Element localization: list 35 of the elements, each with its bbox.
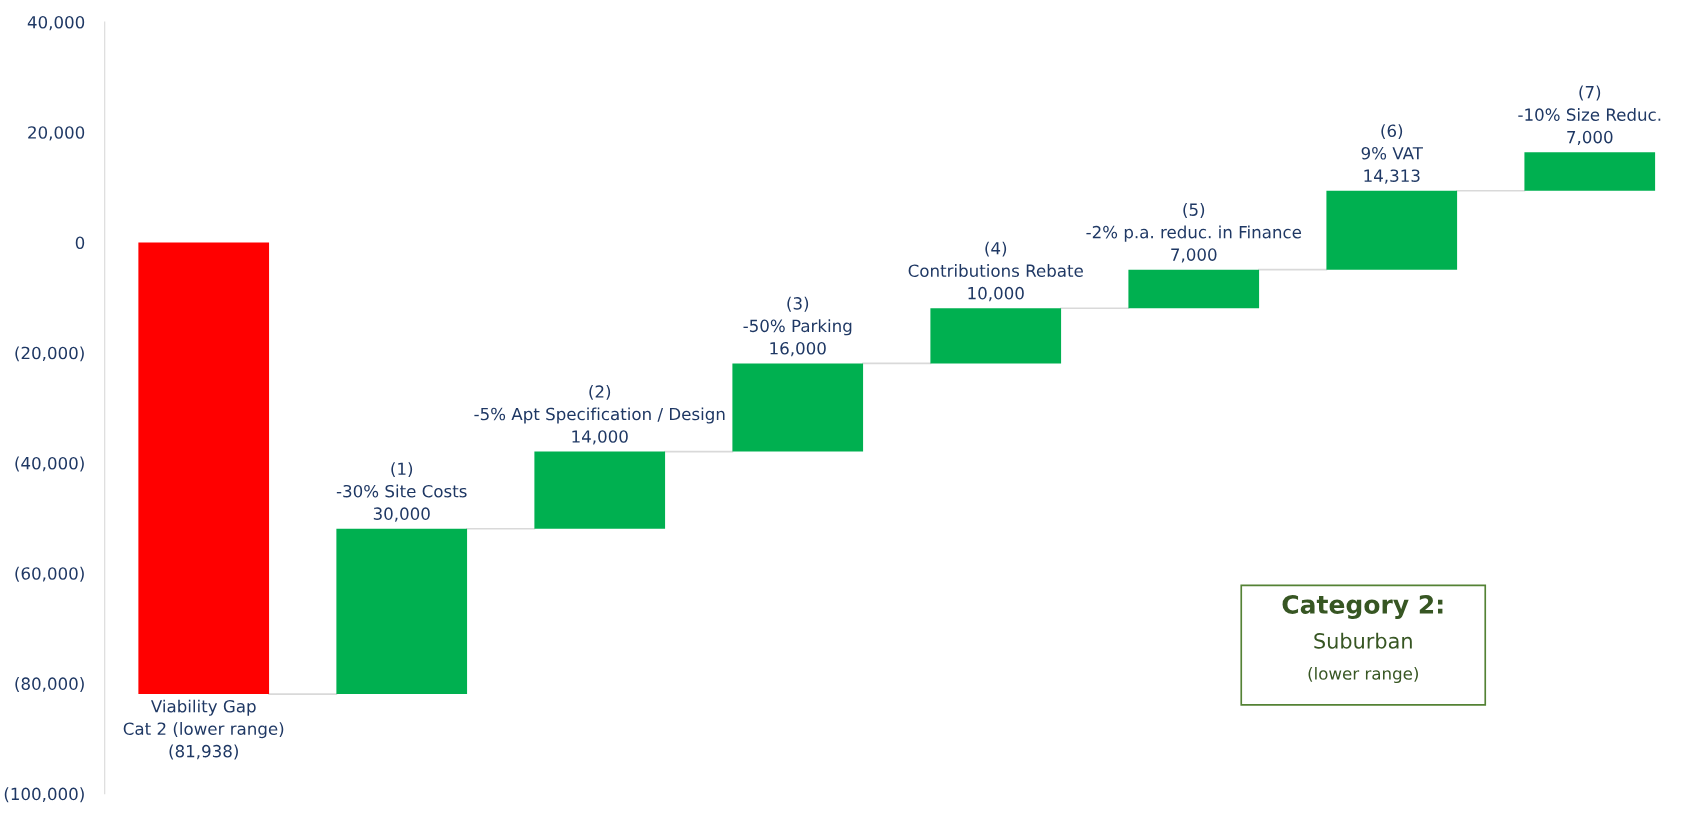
x-tick-label: (1) -30% Site Costs [336,462,467,498]
bar [1128,269,1260,309]
x-tick-label: Viability Gap Cat 2 (lower range) [123,699,284,739]
y-tick-label: 20,000 [28,126,85,141]
bar [1524,152,1656,191]
y-tick-label: (80,000) [15,677,84,692]
data-label: 14,313 [1364,169,1420,184]
annotation: Category 2: [1282,594,1443,619]
data-label: 10,000 [968,286,1024,302]
x-tick-label: (2) -5% Apt Specification / Design [474,384,725,424]
data-label: 7,000 [1171,248,1217,263]
y-tick-label: 40,000 [27,15,85,31]
y-tick-label: (40,000) [15,456,84,472]
y-tick-label: 0 [75,236,85,250]
data-label: 14,000 [572,430,628,445]
annotation: Suburban [1314,632,1412,649]
bar [336,528,468,695]
data-label: 16,000 [770,341,826,357]
x-tick-label: (6) 9% VAT [1361,124,1423,160]
bar [1326,190,1458,270]
bar [138,242,270,695]
data-label: 7,000 [1567,130,1613,146]
annotation: (lower range) [1308,666,1418,684]
y-tick-label: (100,000) [4,787,84,803]
data-label: (81,938) [169,744,238,760]
data-label: 30,000 [373,507,430,522]
bar [930,308,1062,364]
y-tick-label: (60,000) [15,566,84,582]
x-tick-label: (4) Contributions Rebate [908,241,1083,278]
y-tick-label: (20,000) [15,346,84,362]
x-tick-label: (5) -2% p.a. reduc. in Finance [1086,203,1302,242]
x-tick-label: (3) -50% Parking [743,296,852,336]
bar [732,363,864,452]
x-tick-label: (7) -10% Size Reduc. [1518,85,1661,121]
bar [534,451,666,529]
